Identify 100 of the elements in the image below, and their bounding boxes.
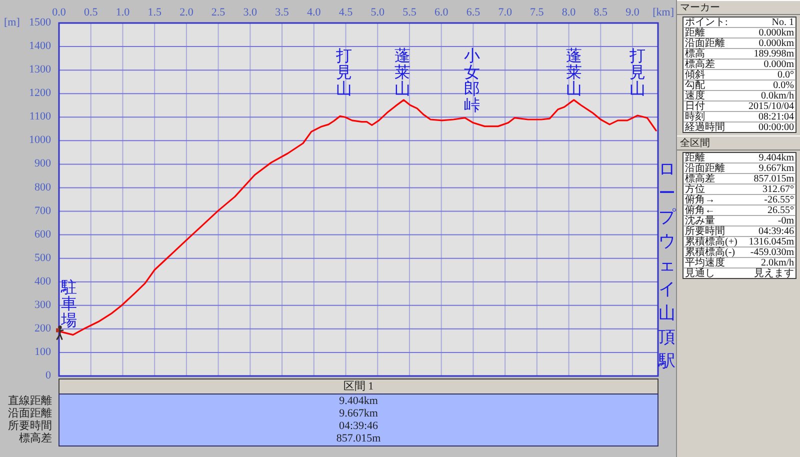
text: 見通し xyxy=(685,267,715,280)
text: -459.030m xyxy=(750,247,794,258)
y-tick-label: 800 xyxy=(34,181,52,194)
x-tick-label: 8.0 xyxy=(562,6,576,19)
x-tick-label: 7.5 xyxy=(530,6,544,19)
text: 標高差 xyxy=(685,172,715,185)
annotation: 打見山 xyxy=(336,46,352,98)
x-tick-label: 6.5 xyxy=(466,6,481,19)
text: 08:21:04 xyxy=(758,112,794,123)
text: 沿面距離 xyxy=(685,162,725,174)
text: 857.015m xyxy=(336,432,382,444)
text: 0.000m xyxy=(764,59,794,70)
x-tick-label: 5.5 xyxy=(402,6,417,19)
annotation: 蓬莱山 xyxy=(566,46,582,98)
y-tick-label: 100 xyxy=(34,346,52,358)
x-tick-label: 0.5 xyxy=(84,6,98,19)
text: 平均速度 xyxy=(685,256,725,269)
text: 勾配 xyxy=(685,79,705,92)
text: -26.55° xyxy=(764,194,794,206)
text: 0.0km/h xyxy=(760,90,794,102)
text: 857.015m xyxy=(754,174,794,185)
text: 標高 xyxy=(685,48,705,60)
x-tick-label: 0.0 xyxy=(52,6,66,19)
text: 9.667km xyxy=(758,163,794,174)
text: -0m xyxy=(778,216,794,227)
text: 俯角→ xyxy=(685,194,715,206)
text: 全区間 xyxy=(680,137,710,150)
y-axis-title: [m] xyxy=(4,16,20,29)
text: マーカー xyxy=(680,2,720,14)
annotation: ロープウェイ山頂駅 xyxy=(658,160,676,372)
x-tick-label: 3.0 xyxy=(243,6,258,19)
y-tick-label: 200 xyxy=(34,322,52,334)
y-tick-label: 700 xyxy=(34,204,52,217)
y-tick-label: 1500 xyxy=(29,16,52,29)
text: 04:39:46 xyxy=(758,226,794,238)
text: 俯角← xyxy=(685,204,715,216)
annotation: 駐車場 xyxy=(61,278,77,330)
x-tick-label: 3.5 xyxy=(275,6,290,19)
annotation: 小女郎峠 xyxy=(464,46,480,115)
x-tick-label: 8.5 xyxy=(594,6,608,19)
text: 沿面距離 xyxy=(8,407,52,420)
text: 0.0% xyxy=(773,80,794,92)
text: 2015/10/04 xyxy=(748,101,794,112)
x-tick-label: 4.5 xyxy=(338,6,354,19)
x-axis-title: [km] xyxy=(652,6,674,19)
text: 見えます xyxy=(754,268,794,280)
annotation: 打見山 xyxy=(630,46,646,98)
text: 標高差 xyxy=(685,58,715,70)
text: 26.55° xyxy=(768,205,794,216)
text: 傾斜 xyxy=(685,68,705,81)
text: 0.000km xyxy=(758,38,794,50)
text: 04:39:46 xyxy=(338,420,379,432)
x-tick-label: 5.0 xyxy=(370,6,385,19)
x-tick-label: 2.0 xyxy=(180,6,194,19)
text: 00:00:00 xyxy=(758,122,794,134)
y-tick-label: 1200 xyxy=(29,87,52,100)
text: 所要時間 xyxy=(685,225,725,238)
text: 9.667km xyxy=(339,407,378,420)
text: 9.404km xyxy=(758,152,794,164)
x-tick-label: 7.0 xyxy=(498,6,512,19)
text: 2.0km/h xyxy=(760,258,794,269)
text: 9.404km xyxy=(339,394,378,407)
y-tick-label: 1400 xyxy=(29,40,52,52)
text: 1316.045m xyxy=(748,236,794,248)
text: 方位 xyxy=(685,183,705,196)
y-tick-label: 1000 xyxy=(29,134,52,146)
text: 距離 xyxy=(685,152,705,164)
x-tick-label: 1.5 xyxy=(148,6,162,19)
y-tick-label: 500 xyxy=(34,252,52,264)
text: 距離 xyxy=(685,26,705,39)
text: 累積標高(-) xyxy=(685,246,735,258)
annotation: 蓬莱山 xyxy=(394,46,410,98)
y-tick-label: 600 xyxy=(34,228,52,240)
y-tick-label: 300 xyxy=(34,298,52,311)
x-tick-label: 4.0 xyxy=(307,6,322,19)
y-tick-label: 1100 xyxy=(29,110,52,123)
text: 189.998m xyxy=(754,48,794,60)
text: 0.000km xyxy=(758,28,794,39)
text: 日付 xyxy=(685,101,705,112)
x-tick-label: 6.0 xyxy=(434,6,449,19)
text: 直線距離 xyxy=(8,394,52,407)
y-tick-label: 900 xyxy=(34,158,52,170)
text: 区間 1 xyxy=(343,380,374,393)
text: 速度 xyxy=(685,90,705,102)
text: 時刻 xyxy=(685,110,705,123)
text: 所要時間 xyxy=(8,418,52,432)
text: 沈み量 xyxy=(685,214,715,227)
x-tick-label: 2.5 xyxy=(211,6,226,19)
text: No. 1 xyxy=(772,17,794,28)
text: 累積標高(+) xyxy=(685,236,738,248)
text: 312.67° xyxy=(762,184,794,196)
text: 標高差 xyxy=(19,431,52,444)
y-tick-label: 1300 xyxy=(29,64,52,76)
y-tick-label: 400 xyxy=(34,275,52,288)
text: 0.0° xyxy=(778,70,794,81)
x-tick-label: 1.0 xyxy=(116,6,130,19)
y-tick-label: 0 xyxy=(46,370,52,382)
text: 経過時間 xyxy=(684,121,725,134)
text: ポイント: xyxy=(685,17,728,28)
x-tick-label: 9.0 xyxy=(626,6,640,19)
